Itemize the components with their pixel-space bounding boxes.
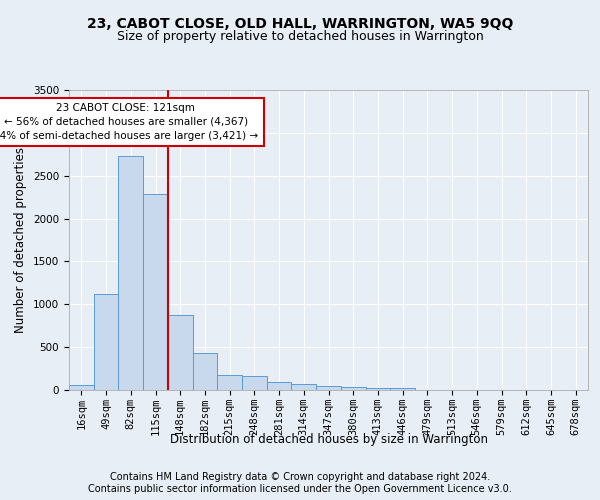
Bar [242,376,267,390]
Bar [118,156,143,390]
Bar [143,194,168,390]
Text: Contains HM Land Registry data © Crown copyright and database right 2024.: Contains HM Land Registry data © Crown c… [110,472,490,482]
Bar [292,384,316,390]
Bar [267,382,292,390]
Text: Distribution of detached houses by size in Warrington: Distribution of detached houses by size … [170,432,488,446]
Bar [316,386,341,390]
Bar [193,353,217,390]
Text: 23 CABOT CLOSE: 121sqm
← 56% of detached houses are smaller (4,367)
44% of semi-: 23 CABOT CLOSE: 121sqm ← 56% of detached… [0,103,259,141]
Bar [341,388,365,390]
Text: 23, CABOT CLOSE, OLD HALL, WARRINGTON, WA5 9QQ: 23, CABOT CLOSE, OLD HALL, WARRINGTON, W… [87,18,513,32]
Bar [94,294,118,390]
Y-axis label: Number of detached properties: Number of detached properties [14,147,28,333]
Bar [69,386,94,390]
Bar [217,375,242,390]
Bar [365,388,390,390]
Text: Contains public sector information licensed under the Open Government Licence v3: Contains public sector information licen… [88,484,512,494]
Bar [390,388,415,390]
Text: Size of property relative to detached houses in Warrington: Size of property relative to detached ho… [116,30,484,43]
Bar [168,315,193,390]
